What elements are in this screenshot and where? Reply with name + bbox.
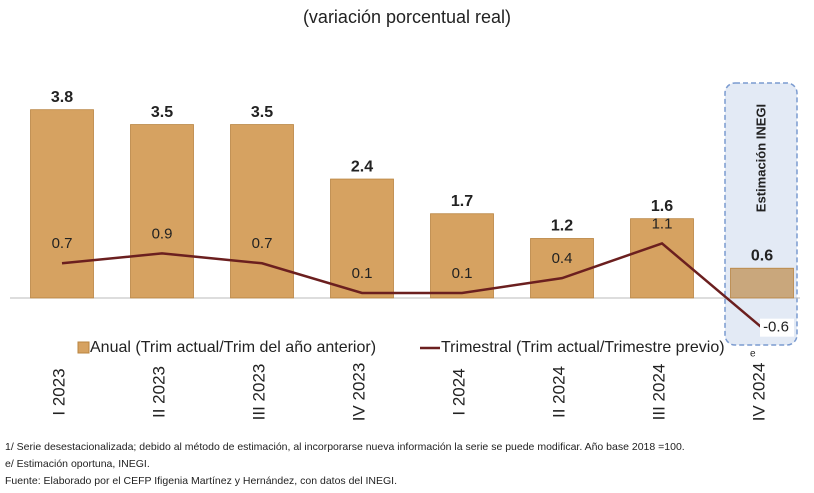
x-tick-label: I 2024 <box>449 368 468 415</box>
x-tick-label: I 2023 <box>49 368 68 415</box>
legend-label: Anual (Trim actual/Trim del año anterior… <box>90 339 376 356</box>
bar-value-label: 3.5 <box>151 104 173 121</box>
bar <box>530 238 594 299</box>
line-value-label: -0.6 <box>763 319 789 336</box>
footnote: Fuente: Elaborado por el CEFP Ifigenia M… <box>5 475 397 487</box>
bar <box>630 218 694 299</box>
bar-value-label: 2.4 <box>351 158 373 175</box>
bar <box>130 124 194 299</box>
x-tick-label: III 2023 <box>249 364 268 421</box>
legend-swatch <box>77 341 90 354</box>
estimate-label: Estimación INEGI <box>753 104 768 212</box>
bar <box>730 267 794 299</box>
footnote: e/ Estimación oportuna, INEGI. <box>5 458 150 470</box>
line-value-label: 0.9 <box>152 225 173 242</box>
x-tick-label: III 2024 <box>649 364 668 421</box>
bar <box>330 178 394 299</box>
legend-label: Trimestral (Trim actual/Trimestre previo… <box>441 339 725 356</box>
line-value-label: 0.1 <box>352 265 373 282</box>
line <box>61 242 763 329</box>
line-value-label: 1.1 <box>652 215 673 232</box>
x-tick-label: IV 2024 <box>749 363 768 422</box>
estimate-mark: e <box>750 349 756 360</box>
x-tick-label: II 2024 <box>549 366 568 418</box>
line-value-label: 0.4 <box>552 250 573 267</box>
footnote: 1/ Serie desestacionalizada; debido al m… <box>5 441 685 453</box>
x-tick-label: IV 2023 <box>349 363 368 422</box>
bar-value-label: 1.6 <box>651 198 673 215</box>
bar-value-label: 0.6 <box>751 247 773 264</box>
line-value-label: 0.7 <box>52 235 73 252</box>
bar <box>30 109 94 299</box>
chart-title: (variación porcentual real) <box>303 7 511 27</box>
line-value-label: 0.7 <box>252 235 273 252</box>
x-tick-label: II 2023 <box>149 366 168 418</box>
bar-value-label: 1.7 <box>451 193 473 210</box>
bar <box>230 124 294 299</box>
bar-value-label: 3.8 <box>51 89 73 106</box>
bar-value-label: 1.2 <box>551 218 573 235</box>
bar <box>430 213 494 299</box>
bar-value-label: 3.5 <box>251 104 273 121</box>
line-value-label: 0.1 <box>452 265 473 282</box>
label-bg <box>760 318 794 337</box>
